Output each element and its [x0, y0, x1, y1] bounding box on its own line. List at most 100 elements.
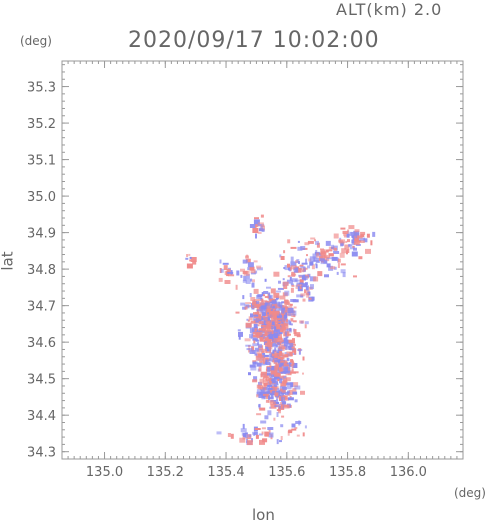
heatmap-cell: [282, 366, 289, 371]
heatmap-cell: [291, 284, 295, 287]
heatmap-cell: [305, 285, 309, 291]
heatmap-cell: [266, 286, 271, 289]
heatmap-cell: [309, 261, 314, 266]
heatmap-cell: [248, 316, 253, 321]
heatmap-cell: [277, 333, 282, 339]
heatmap-cell: [252, 301, 256, 306]
heatmap-cell: [279, 440, 282, 443]
heatmap-cell: [240, 268, 245, 272]
heatmap-cell: [252, 332, 258, 334]
heatmap-cell: [315, 263, 318, 266]
heatmap-cell: [314, 239, 316, 242]
altitude-label: ALT(km) 2.0: [336, 0, 443, 19]
heatmap-cell: [278, 302, 283, 308]
heatmap-cell: [283, 285, 288, 289]
heatmap-cell: [280, 360, 285, 363]
heatmap-cell: [266, 372, 271, 376]
heatmap-cell: [300, 266, 306, 269]
heatmap-cell: [230, 433, 234, 439]
heatmap-cell: [245, 279, 251, 284]
heatmap-cell: [258, 359, 264, 363]
heatmap-cell: [305, 258, 308, 264]
heatmap-cell: [274, 384, 278, 387]
heatmap-cell: [274, 349, 277, 354]
heatmap-cell: [244, 338, 251, 342]
heatmap-cell: [259, 306, 266, 312]
heatmap-cell: [256, 306, 261, 312]
heatmap-cell: [324, 255, 330, 259]
heatmap-cell: [292, 391, 298, 395]
heatmap-cell: [250, 278, 253, 282]
heatmap-cell: [255, 224, 259, 228]
heatmap-cell: [246, 254, 249, 258]
heatmap-cell: [262, 362, 265, 364]
heatmap-cell: [307, 240, 314, 244]
heatmap-cell: [311, 264, 315, 270]
heatmap-cell: [288, 430, 293, 434]
heatmap-cell: [292, 360, 294, 365]
heatmap-cell: [267, 320, 271, 326]
heatmap-cell: [269, 401, 276, 405]
heatmap-cell: [274, 303, 280, 309]
heatmap-cell: [299, 320, 305, 324]
heatmap-cell: [288, 342, 294, 347]
heatmap-cell: [268, 429, 271, 435]
heatmap-cell: [264, 415, 269, 420]
heatmap-cell: [273, 417, 276, 421]
heatmap-cell: [243, 270, 250, 276]
heatmap-cell: [267, 410, 272, 416]
heatmap-cell: [290, 318, 293, 322]
heatmap-cell: [269, 373, 275, 377]
y-tick-label: 35.3: [27, 81, 56, 96]
heatmap-cell: [343, 232, 348, 236]
x-tick-label: 136.0: [390, 465, 427, 480]
heatmap-cell: [359, 237, 366, 241]
heatmap-cell: [283, 323, 289, 329]
heatmap-cell: [281, 305, 287, 310]
heatmap-cell: [291, 278, 298, 283]
heatmap-cell: [271, 366, 276, 370]
heatmap-cell: [311, 296, 315, 301]
heatmap-cell: [256, 384, 263, 389]
heatmap-cells: [185, 214, 376, 446]
heatmap-cell: [263, 291, 269, 294]
heatmap-cell: [300, 246, 306, 250]
heatmap-cell: [281, 318, 285, 323]
heatmap-cell: [297, 240, 300, 243]
heatmap-cell: [296, 294, 302, 298]
heatmap-cell: [274, 359, 281, 363]
heatmap-cell: [279, 375, 284, 379]
heatmap-cell: [283, 376, 287, 380]
heatmap-cell: [253, 299, 259, 302]
heatmap-cell: [270, 288, 276, 294]
heatmap-cell: [287, 307, 294, 313]
heatmap-cell: [252, 228, 259, 233]
heatmap-cell: [304, 324, 307, 329]
heatmap-cell: [256, 309, 259, 314]
heatmap-cell: [279, 378, 282, 384]
heatmap-cell: [265, 396, 270, 399]
heatmap-cell: [252, 379, 258, 383]
heatmap-cell: [224, 280, 231, 284]
heatmap-cell: [319, 258, 325, 262]
heatmap-cell: [276, 409, 281, 412]
heatmap-cell: [245, 322, 252, 328]
heatmap-cell: [340, 263, 346, 266]
heatmap-cell: [289, 352, 293, 357]
heatmap-cell: [259, 407, 266, 411]
heatmap-cell: [274, 340, 279, 344]
heatmap-cell: [343, 235, 349, 238]
heatmap-cell: [256, 389, 260, 395]
heatmap-cell: [223, 265, 228, 271]
heatmap-cell: [258, 321, 264, 325]
heatmap-cell: [279, 254, 282, 258]
heatmap-cell: [324, 274, 329, 278]
heatmap-cell: [294, 351, 296, 355]
heatmap-cell: [246, 440, 253, 446]
heatmap-cell: [333, 233, 339, 239]
heatmap-cell: [286, 279, 293, 284]
heatmap-cell: [270, 309, 273, 311]
heatmap-cell: [237, 329, 241, 332]
heatmap-cell: [278, 336, 283, 340]
heatmap-cell: [327, 249, 333, 252]
